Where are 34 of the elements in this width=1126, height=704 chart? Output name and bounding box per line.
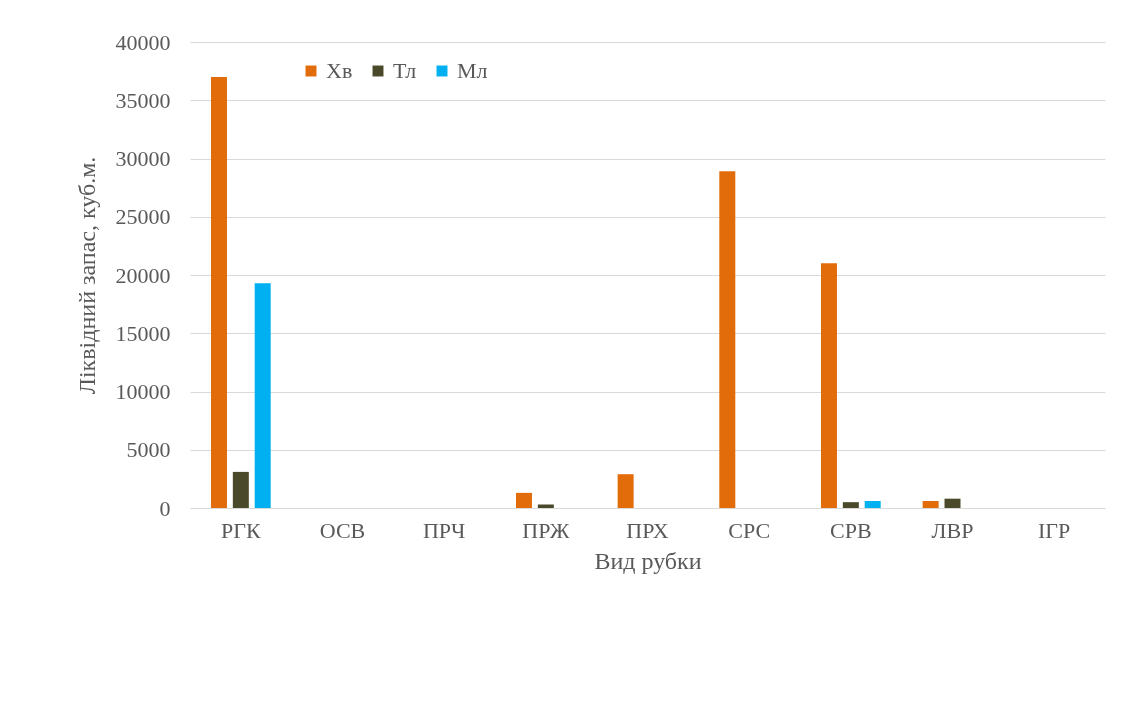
y-tick-label: 30000 <box>115 146 171 171</box>
bar <box>922 501 939 508</box>
bar <box>515 492 532 508</box>
y-tick-label: 10000 <box>115 379 171 404</box>
x-tick-label: ПРЧ <box>422 517 466 543</box>
legend-label: Хв <box>326 58 353 83</box>
y-axis-title: Ліквідний запас, куб.м. <box>73 156 100 395</box>
bar <box>944 498 961 508</box>
x-tick-label: СРВ <box>830 517 872 543</box>
x-tick-label: ПРХ <box>626 517 669 543</box>
legend-label: Мл <box>457 58 488 83</box>
bar <box>617 474 634 508</box>
bar <box>719 171 736 508</box>
bar <box>864 501 881 508</box>
legend-label: Тл <box>393 58 417 83</box>
bar <box>254 283 271 508</box>
bar <box>842 502 859 508</box>
y-tick-label: 25000 <box>115 204 171 230</box>
x-tick-label: ЛВР <box>931 517 974 543</box>
bar <box>232 471 249 508</box>
y-tick-label: 35000 <box>115 87 171 113</box>
x-tick-label: ІГР <box>1038 517 1071 543</box>
x-tick-label: СРС <box>728 517 771 543</box>
y-tick-label: 15000 <box>115 320 171 346</box>
x-axis-title: Вид рубки <box>594 547 702 574</box>
y-tick-label: 40000 <box>115 29 171 55</box>
y-tick-label: 20000 <box>115 262 171 288</box>
x-tick-label: ПРЖ <box>522 517 570 543</box>
x-tick-label: ОСВ <box>319 517 366 543</box>
y-tick-label: 5000 <box>126 437 171 463</box>
bar <box>820 263 837 508</box>
x-tick-label: РГК <box>221 517 261 543</box>
bar <box>210 76 227 508</box>
y-tick-label: 0 <box>159 495 171 521</box>
